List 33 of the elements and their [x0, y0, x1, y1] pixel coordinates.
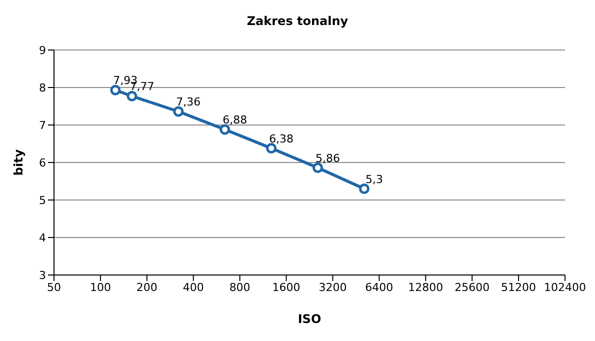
- x-tick-label: 100: [90, 280, 111, 294]
- text: 5,86: [316, 152, 340, 165]
- y-tick-label: 5: [39, 194, 46, 207]
- x-tick-label: 1600: [272, 280, 300, 294]
- y-axis-title: bity: [11, 149, 26, 176]
- text: 5,3: [365, 172, 383, 186]
- text: 6,88: [222, 114, 248, 126]
- y-tick-label: 9: [39, 44, 46, 57]
- point: [173, 106, 184, 117]
- x-tick-label: 25600: [454, 280, 490, 294]
- y-tick-label: 8: [39, 81, 46, 94]
- x-tick-label: 12800: [408, 280, 444, 294]
- point: [220, 124, 230, 135]
- point: [358, 184, 370, 194]
- point: [312, 162, 324, 173]
- x-tick-label: 400: [182, 280, 204, 294]
- y-tick-label: 6: [39, 156, 46, 170]
- y-tick-label: 7: [39, 118, 46, 132]
- x-tick-label: 102400: [544, 280, 586, 294]
- y-tick-label: 4: [39, 231, 46, 244]
- point: [266, 143, 277, 154]
- x-tick-label: 200: [136, 280, 158, 294]
- x-tick-label: 3200: [318, 280, 347, 294]
- x-tick-label: 800: [229, 280, 250, 294]
- point: [126, 90, 138, 102]
- x-tick-label: 6400: [365, 280, 394, 294]
- text: 7,36: [176, 96, 201, 108]
- x-tick-label: 50: [47, 280, 61, 294]
- y-tick-label: 3: [39, 268, 46, 282]
- chart-title: Zakres tonalny: [246, 13, 350, 30]
- text: 6,38: [269, 132, 294, 146]
- x-axis-title: ISO: [298, 312, 322, 326]
- x-tick-label: 51200: [501, 280, 536, 294]
